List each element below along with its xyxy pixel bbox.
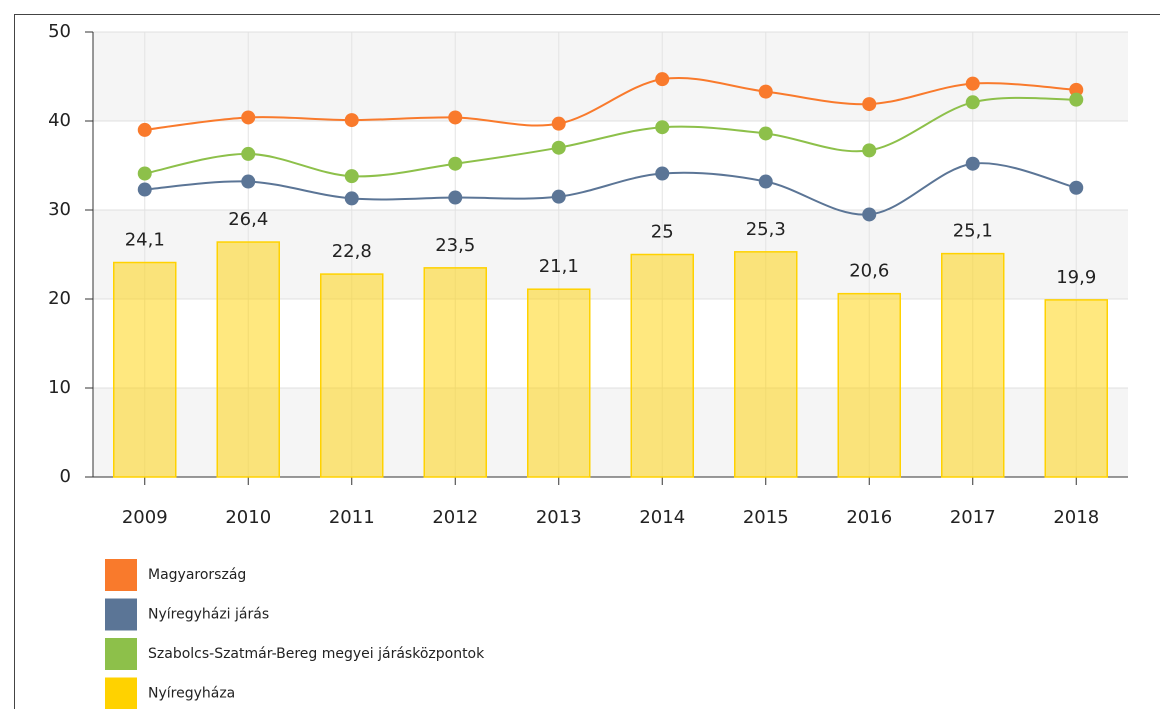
point bbox=[862, 97, 877, 112]
bar bbox=[113, 261, 177, 478]
point bbox=[862, 143, 877, 158]
legend-swatch bbox=[105, 677, 137, 709]
y-tick-label: 40 bbox=[48, 110, 71, 131]
bar bbox=[630, 253, 694, 478]
x-tick-label: 2011 bbox=[329, 507, 375, 528]
x-tick-label: 2009 bbox=[122, 507, 168, 528]
bar bbox=[734, 251, 798, 478]
point bbox=[448, 110, 463, 125]
point bbox=[758, 126, 773, 141]
legend-label: Szabolcs-Szatmár-Bereg megyei járásközpo… bbox=[148, 646, 485, 662]
point bbox=[862, 207, 877, 222]
bar bbox=[423, 267, 487, 478]
point bbox=[448, 156, 463, 171]
data-label: 25 bbox=[651, 222, 674, 243]
legend-swatch bbox=[105, 638, 137, 670]
point bbox=[965, 76, 980, 91]
data-label: 20,6 bbox=[849, 261, 889, 282]
x-tick-label: 2012 bbox=[432, 507, 478, 528]
point bbox=[344, 169, 359, 184]
point bbox=[551, 140, 566, 155]
x-tick-label: 2013 bbox=[536, 507, 582, 528]
point bbox=[137, 182, 152, 197]
data-label: 25,3 bbox=[746, 219, 786, 240]
y-tick-label: 30 bbox=[48, 199, 71, 220]
line bbox=[144, 96, 1077, 178]
point bbox=[241, 174, 256, 189]
point bbox=[655, 120, 670, 135]
bar bbox=[216, 241, 280, 478]
legend-label: Nyíregyháza bbox=[148, 686, 235, 702]
data-label: 22,8 bbox=[332, 241, 372, 262]
point bbox=[344, 191, 359, 206]
data-label: 26,4 bbox=[228, 209, 268, 230]
legend-label: Nyíregyházi járás bbox=[148, 607, 269, 623]
x-tick-label: 2017 bbox=[950, 507, 996, 528]
line bbox=[144, 162, 1077, 216]
legend-swatch bbox=[105, 598, 137, 631]
bar bbox=[837, 292, 901, 478]
data-label: 23,5 bbox=[435, 235, 475, 256]
point bbox=[655, 72, 670, 87]
point bbox=[1069, 180, 1084, 195]
line bbox=[144, 76, 1077, 131]
point bbox=[1069, 92, 1084, 107]
y-tick-label: 50 bbox=[48, 21, 71, 42]
data-label: 25,1 bbox=[953, 221, 993, 242]
data-label: 21,1 bbox=[539, 256, 579, 277]
x-tick-label: 2010 bbox=[225, 507, 271, 528]
point bbox=[965, 95, 980, 110]
point bbox=[551, 189, 566, 204]
x-tick-label: 2016 bbox=[846, 507, 892, 528]
bar bbox=[941, 252, 1005, 478]
y-tick-label: 10 bbox=[48, 377, 71, 398]
data-label: 19,9 bbox=[1056, 267, 1096, 288]
bar bbox=[527, 288, 591, 478]
point bbox=[551, 116, 566, 131]
point bbox=[344, 113, 359, 128]
legend-swatch bbox=[105, 559, 137, 591]
x-tick-label: 2018 bbox=[1053, 507, 1099, 528]
plot-band bbox=[93, 32, 1128, 121]
data-label: 24,1 bbox=[125, 230, 165, 251]
x-tick-label: 2015 bbox=[743, 507, 789, 528]
point bbox=[448, 190, 463, 205]
point bbox=[655, 166, 670, 181]
point bbox=[965, 156, 980, 171]
point bbox=[241, 146, 256, 161]
bar bbox=[1044, 299, 1108, 478]
point bbox=[758, 174, 773, 189]
point bbox=[241, 110, 256, 125]
bar bbox=[320, 273, 384, 478]
point bbox=[758, 84, 773, 99]
y-tick-label: 0 bbox=[60, 466, 71, 487]
legend-label: Magyarország bbox=[148, 567, 246, 583]
point bbox=[1069, 82, 1084, 97]
frame bbox=[14, 14, 1160, 709]
point bbox=[137, 166, 152, 181]
x-tick-label: 2014 bbox=[639, 507, 685, 528]
y-tick-label: 20 bbox=[48, 288, 71, 309]
point bbox=[137, 122, 152, 137]
